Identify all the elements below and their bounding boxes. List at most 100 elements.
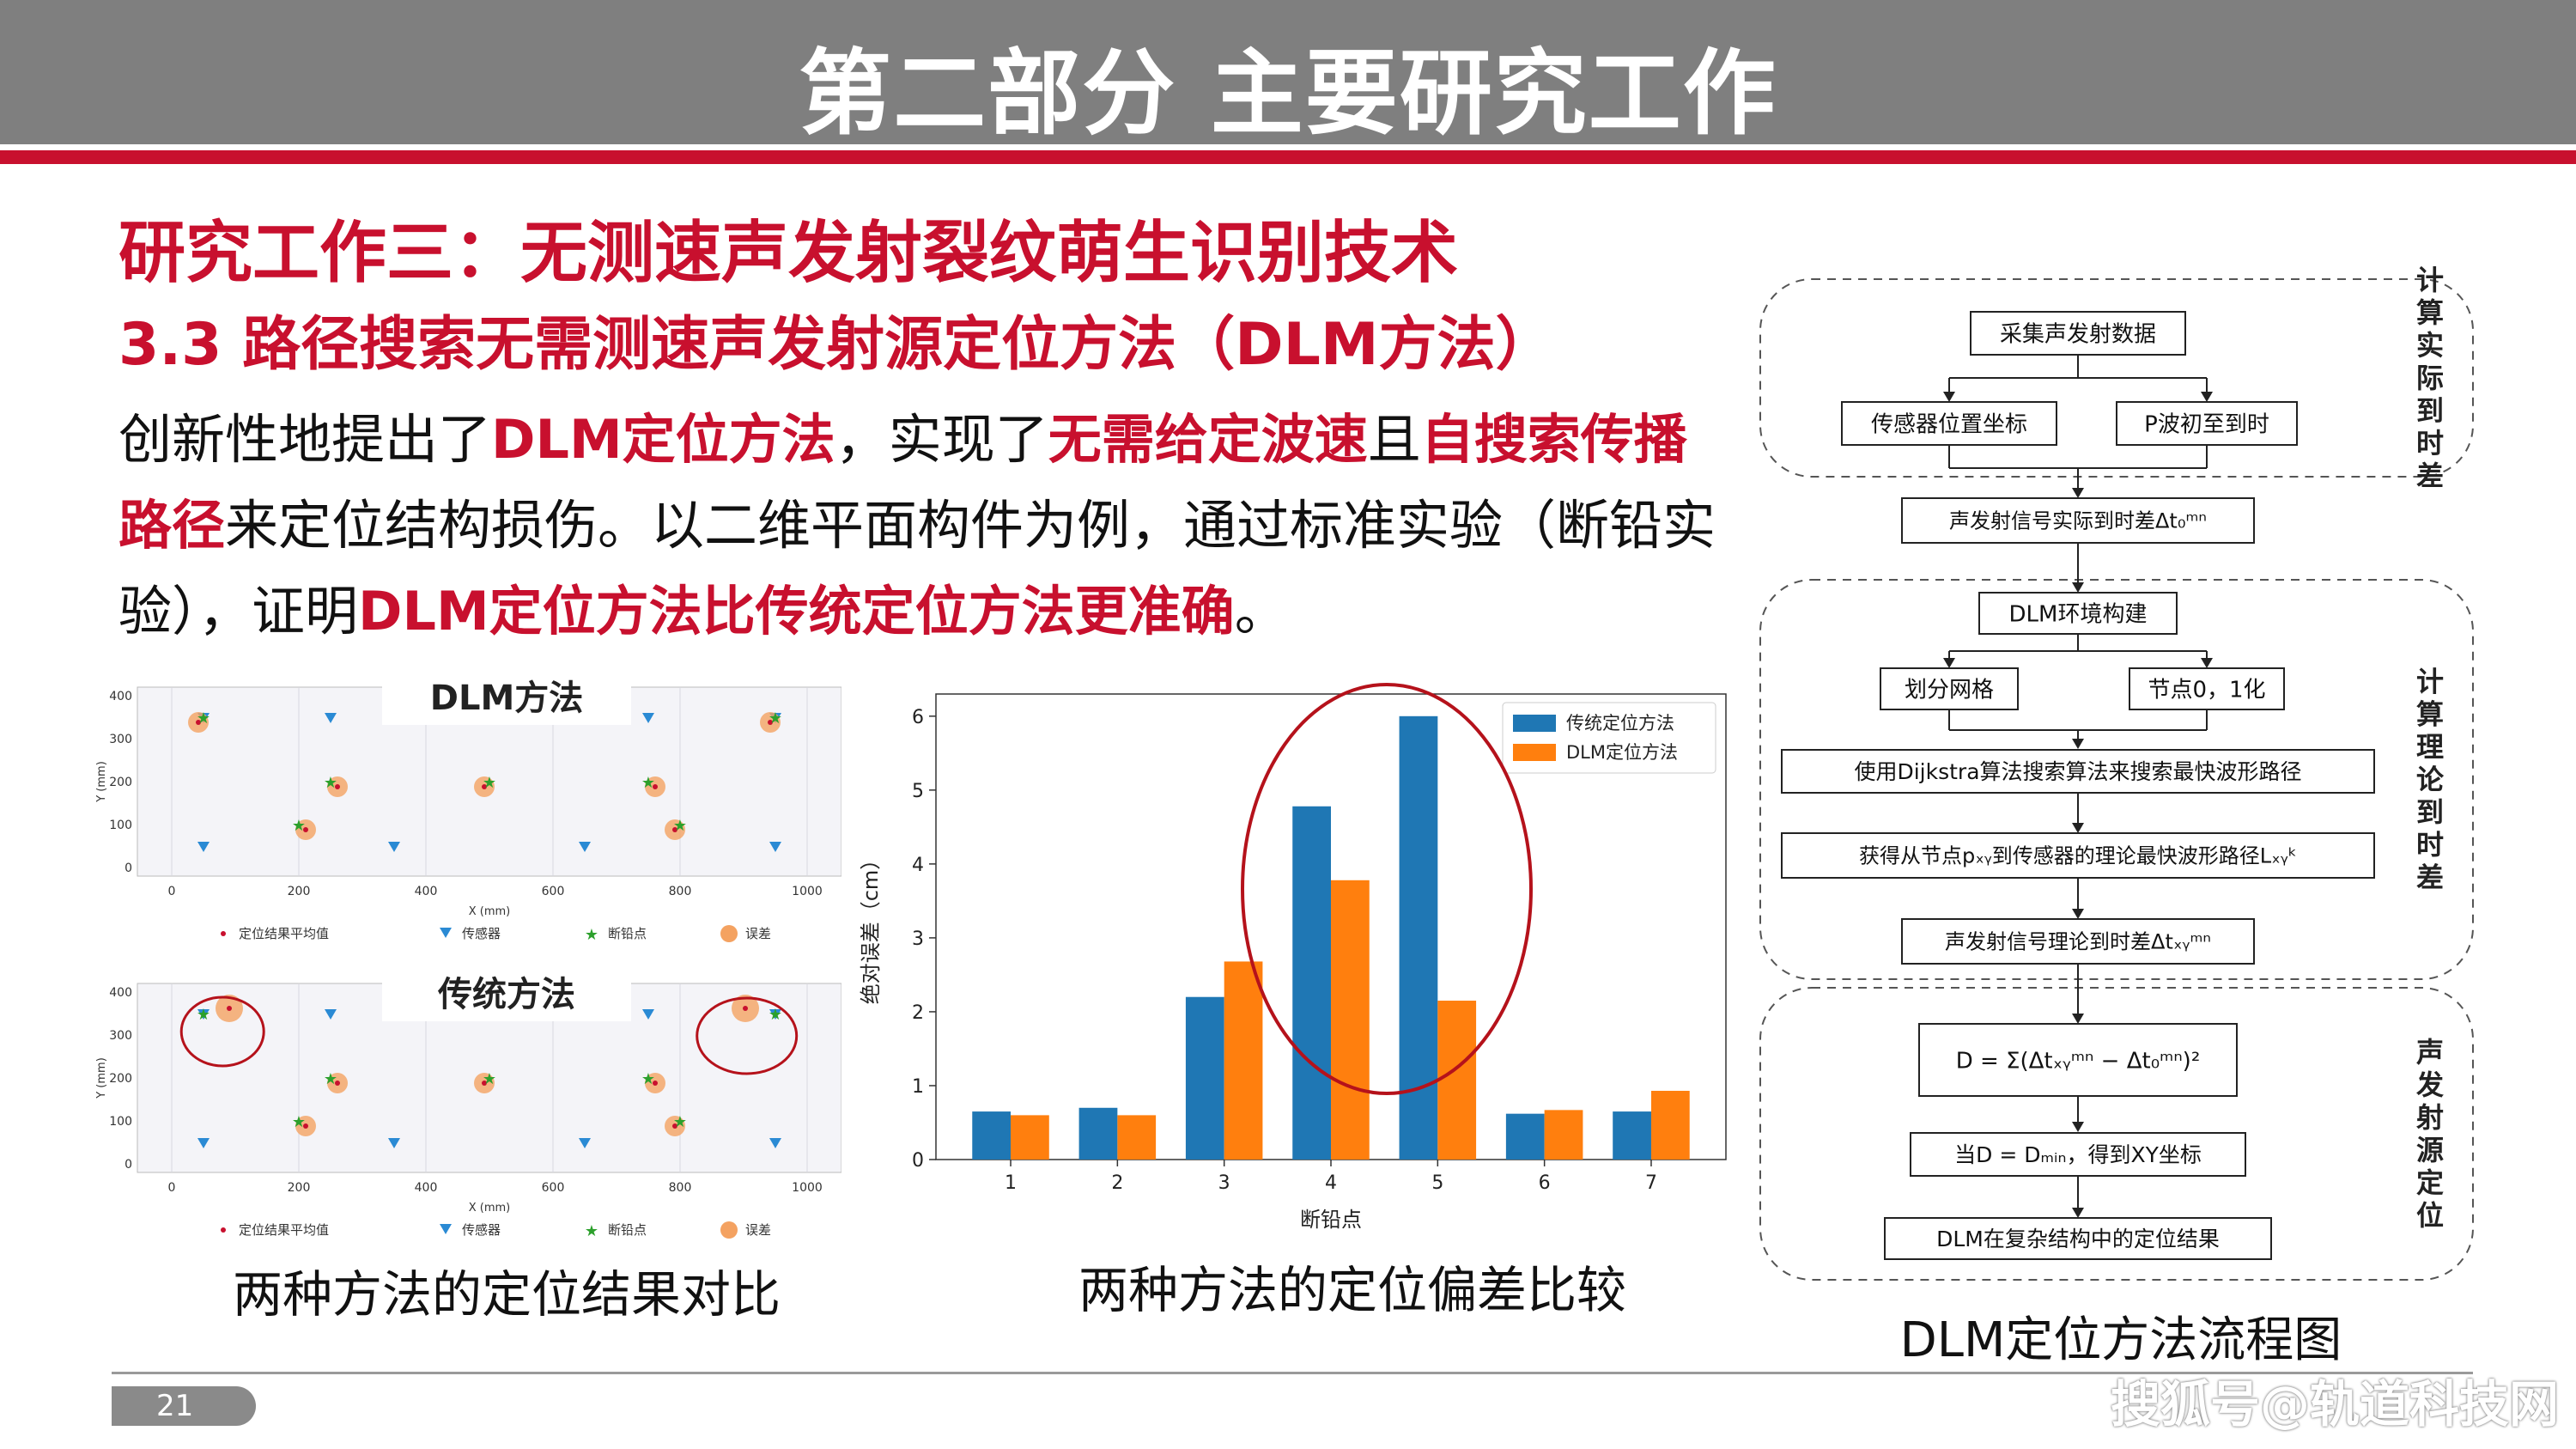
break-point-marker: ★ bbox=[641, 1070, 655, 1088]
flow-node-label: P波初至到时 bbox=[2144, 411, 2269, 437]
x-tick-label: 2 bbox=[1111, 1172, 1123, 1194]
legend-label: 传感器 bbox=[462, 926, 501, 941]
intro-paragraph: 创新性地提出了DLM定位方法，实现了无需给定波速且自搜索传播路径来定位结构损伤。… bbox=[118, 397, 1733, 654]
y-tick-label: 2 bbox=[912, 1002, 924, 1024]
plots-caption: 两种方法的定位结果对比 bbox=[232, 1265, 781, 1324]
y-axis-label: 绝对误差（cm） bbox=[859, 849, 883, 1005]
flow-node-actual_diff bbox=[1901, 497, 2255, 544]
bar-traditional-6 bbox=[1505, 1113, 1545, 1160]
panel-label-box bbox=[382, 970, 631, 1021]
flow-node-formula bbox=[1918, 1023, 2238, 1097]
break-point-marker: ★ bbox=[483, 1070, 496, 1088]
header-divider bbox=[0, 150, 2576, 164]
legend-item: 误差 bbox=[720, 925, 771, 942]
highlight-text: DLM定位方法 bbox=[491, 408, 835, 471]
legend-label: 传感器 bbox=[462, 1222, 501, 1238]
y-tick-label: 1 bbox=[912, 1076, 924, 1098]
highlight-text: 自搜索传播路径 bbox=[118, 408, 1687, 557]
x-tick-label: 400 bbox=[415, 1181, 438, 1195]
bar-traditional-3 bbox=[1185, 996, 1224, 1160]
y-axis-label: Y (mm) bbox=[95, 1057, 108, 1099]
sensor-marker bbox=[388, 842, 400, 852]
section-heading: 研究工作三：无测速声发射裂纹萌生识别技术 bbox=[118, 215, 1459, 292]
bar-traditional-5 bbox=[1399, 715, 1438, 1160]
sensor-marker bbox=[325, 1009, 337, 1020]
bar-dlm-7 bbox=[1650, 1090, 1690, 1160]
y-tick-label: 400 bbox=[109, 986, 132, 1000]
break-point-marker: ★ bbox=[324, 1070, 337, 1088]
flow-group-2 bbox=[1759, 579, 2474, 980]
flow-node-sensor_pos bbox=[1841, 401, 2057, 446]
legend-item: 误差 bbox=[720, 1221, 771, 1239]
break-point-marker: ★ bbox=[769, 709, 782, 728]
x-tick-label: 6 bbox=[1539, 1172, 1551, 1194]
mean-result-marker bbox=[768, 720, 773, 725]
x-tick-label: 600 bbox=[542, 885, 565, 898]
highlight-ellipse bbox=[1241, 683, 1533, 1095]
sensor-marker bbox=[388, 1138, 400, 1148]
bar-dlm-6 bbox=[1544, 1110, 1583, 1160]
legend-label: 断铅点 bbox=[608, 1222, 647, 1238]
y-tick-label: 300 bbox=[109, 1029, 132, 1043]
y-tick-label: 300 bbox=[109, 733, 132, 746]
x-axis-label: X (mm) bbox=[469, 1202, 511, 1215]
flow-node-label: DLM环境构建 bbox=[2009, 601, 2148, 627]
x-tick-label: 1000 bbox=[792, 1181, 823, 1195]
bar-dlm-4 bbox=[1331, 880, 1370, 1160]
x-tick-label: 600 bbox=[542, 1181, 565, 1195]
legend-label: 传统定位方法 bbox=[1566, 713, 1674, 734]
svg-text:★: ★ bbox=[585, 1222, 598, 1240]
sensor-marker bbox=[579, 1138, 591, 1148]
break-point-marker: ★ bbox=[641, 774, 655, 792]
slide-title: 第二部分 主要研究工作 bbox=[799, 40, 1777, 148]
bar-dlm-2 bbox=[1117, 1115, 1157, 1160]
break-point-marker: ★ bbox=[197, 709, 210, 728]
y-tick-label: 3 bbox=[912, 928, 924, 950]
legend-label: DLM定位方法 bbox=[1566, 742, 1678, 763]
sensor-marker bbox=[579, 842, 591, 852]
x-tick-label: 5 bbox=[1431, 1172, 1443, 1194]
paragraph-text: ，实现了 bbox=[835, 408, 1048, 471]
mean-result-marker bbox=[335, 784, 340, 789]
watermark: 搜狐号@轨道科技网 bbox=[2110, 1375, 2559, 1434]
x-tick-label: 7 bbox=[1645, 1172, 1657, 1194]
flow-node-theory_diff bbox=[1901, 918, 2255, 965]
mean-result-marker bbox=[482, 1081, 487, 1086]
page-number: 21 bbox=[112, 1386, 256, 1426]
y-tick-label: 200 bbox=[109, 776, 132, 789]
x-tick-label: 800 bbox=[669, 1181, 692, 1195]
legend-item: 定位结果平均值 bbox=[221, 926, 329, 941]
legend-swatch bbox=[1513, 715, 1556, 732]
footer-divider bbox=[112, 1372, 2473, 1374]
bar-dlm-3 bbox=[1224, 961, 1263, 1160]
bar-traditional-2 bbox=[1078, 1107, 1118, 1160]
bar-dlm-5 bbox=[1437, 1001, 1477, 1160]
break-point-marker: ★ bbox=[197, 1006, 210, 1024]
legend-label: 误差 bbox=[745, 1222, 771, 1238]
mean-result-marker bbox=[653, 784, 658, 789]
sensor-marker bbox=[769, 1009, 781, 1020]
break-point-marker: ★ bbox=[324, 774, 337, 792]
flow-node-label: 节点0，1化 bbox=[2148, 677, 2265, 703]
error-bar-chart: 0 1 2 3 4 5 6 1 2 3 4 5 6 7 断铅点 绝对误差（cm） 传统定位方法 DLM定位方法 bbox=[859, 683, 1727, 1232]
scatter-panel-1: 0 200 400 600 800 1000 0 100 200 300 400 X (mm) Y (m… bbox=[95, 679, 841, 944]
legend-swatch bbox=[1513, 744, 1556, 761]
bar-dlm-1 bbox=[1011, 1115, 1049, 1160]
flow-node-label: 划分网格 bbox=[1905, 677, 1994, 703]
y-tick-label: 200 bbox=[109, 1072, 132, 1086]
sensor-marker bbox=[642, 713, 654, 723]
break-point-marker: ★ bbox=[673, 817, 687, 835]
sensor-marker bbox=[325, 713, 337, 723]
paragraph-text: 来定位结构损伤。以二维平面构件为例，通过标准实验（断铅实验），证明 bbox=[118, 494, 1716, 642]
flow-node-result bbox=[1884, 1217, 2272, 1260]
break-point-marker: ★ bbox=[292, 817, 306, 835]
y-tick-label: 0 bbox=[125, 861, 132, 875]
sensor-marker bbox=[769, 842, 781, 852]
bar-traditional-7 bbox=[1613, 1111, 1651, 1160]
mean-result-marker bbox=[196, 720, 201, 725]
highlight-text: 无需给定波速 bbox=[1048, 408, 1368, 471]
mean-result-marker bbox=[653, 1081, 658, 1086]
highlight-circle bbox=[696, 996, 799, 1075]
